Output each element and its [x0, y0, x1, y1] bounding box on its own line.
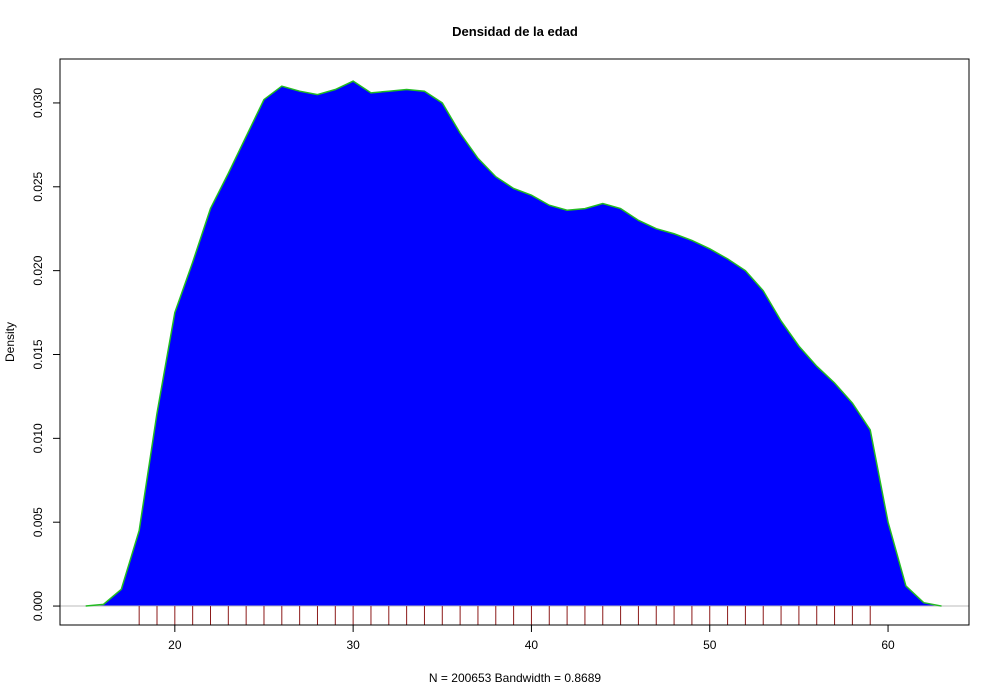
density-area [85, 81, 942, 607]
y-tick-label: 0.010 [31, 423, 45, 453]
x-tick-label: 50 [703, 638, 717, 652]
y-axis-label: Density [3, 322, 17, 362]
density-line [85, 80, 942, 607]
x-tick-label: 20 [168, 638, 182, 652]
y-tick-label: 0.030 [31, 88, 45, 118]
y-tick-label: 0.015 [31, 339, 45, 369]
x-tick-label: 40 [525, 638, 539, 652]
x-tick-label: 60 [881, 638, 895, 652]
y-tick-label: 0.005 [31, 507, 45, 537]
x-axis-label: N = 200653 Bandwidth = 0.8689 [429, 671, 601, 685]
y-tick-label: 0.020 [31, 255, 45, 285]
x-tick-label: 30 [346, 638, 360, 652]
chart-title: Densidad de la edad [452, 24, 578, 39]
y-tick-label: 0.025 [31, 171, 45, 201]
y-tick-label: 0.000 [31, 591, 45, 621]
